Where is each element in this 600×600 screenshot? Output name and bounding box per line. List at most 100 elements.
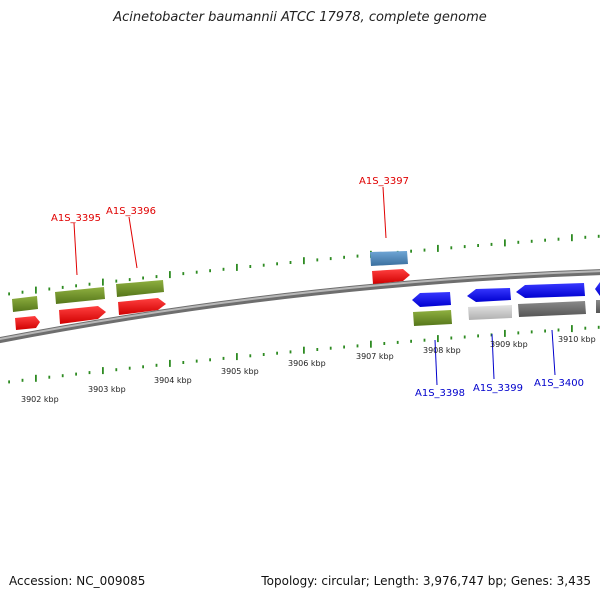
major-tick [35, 374, 37, 382]
minor-tick [329, 346, 332, 350]
minor-tick [544, 238, 546, 242]
major-tick [504, 239, 506, 247]
minor-tick [343, 255, 345, 259]
leader-A1S_3396 [128, 216, 138, 269]
gene-label-A1S_3395[interactable]: A1S_3395 [51, 213, 101, 224]
gene-A1S_3401-darkgray[interactable] [596, 300, 600, 313]
gene-A1S_3394-red[interactable] [15, 316, 40, 330]
gene-A1S_3400-darkgray[interactable] [518, 301, 586, 317]
minor-tick [142, 365, 144, 369]
kbp-label-3910: 3910 kbp [558, 335, 596, 344]
gene-A1S_3395-green[interactable] [55, 287, 105, 304]
major-tick [303, 257, 305, 265]
minor-tick [262, 263, 265, 267]
gene-A1S_3398-blue[interactable] [412, 292, 451, 307]
minor-tick [262, 353, 265, 356]
minor-tick [48, 375, 51, 379]
minor-tick [557, 237, 560, 241]
minor-tick [209, 269, 211, 273]
gene-label-A1S_3399[interactable]: A1S_3399 [473, 383, 523, 394]
minor-tick [155, 275, 158, 279]
minor-tick [48, 287, 51, 291]
gene-A1S_3399-lightgray[interactable] [468, 305, 512, 320]
genome-backbone-highlight [0, 270, 600, 341]
gene-label-A1S_3400[interactable]: A1S_3400 [534, 378, 584, 389]
minor-tick [584, 235, 587, 239]
minor-tick [410, 249, 412, 253]
minor-tick [343, 345, 345, 349]
kbp-label-3904: 3904 kbp [154, 376, 192, 385]
leader-A1S_3399 [491, 333, 495, 380]
kbp-label-3903: 3903 kbp [88, 385, 126, 394]
minor-tick [21, 290, 24, 294]
major-tick [102, 278, 104, 286]
kbp-label-3909: 3909 kbp [490, 340, 528, 349]
gene-A1S_3395-red[interactable] [59, 306, 106, 324]
gene-A1S_3396-red[interactable] [118, 298, 166, 315]
gene-label-A1S_3398[interactable]: A1S_3398 [415, 388, 465, 399]
minor-tick [356, 254, 359, 258]
minor-tick [128, 278, 131, 282]
minor-tick [276, 351, 278, 355]
minor-tick [356, 344, 359, 348]
minor-tick [423, 248, 426, 252]
minor-tick [584, 326, 587, 330]
gene-A1S_3397-steelblue[interactable] [370, 251, 408, 266]
major-tick [169, 359, 171, 367]
minor-tick [530, 239, 533, 243]
kbp-label-3902: 3902 kbp [21, 395, 59, 404]
minor-tick [597, 234, 600, 238]
minor-tick [316, 258, 319, 262]
minor-tick [8, 292, 10, 296]
minor-tick [249, 265, 252, 268]
major-tick [504, 329, 506, 337]
minor-tick [209, 358, 211, 362]
forward-tick-row [8, 234, 600, 296]
minor-tick [450, 336, 453, 340]
major-tick [571, 234, 573, 242]
gene-A1S_3394-green[interactable] [12, 296, 38, 312]
minor-tick [182, 361, 185, 364]
minor-tick [142, 276, 144, 280]
kbp-label-3907: 3907 kbp [356, 352, 394, 361]
topology-text: Topology: circular; Length: 3,976,747 bp… [261, 574, 591, 588]
minor-tick [249, 354, 252, 358]
gene-A1S_3401-blue[interactable] [595, 282, 600, 296]
minor-tick [396, 340, 399, 344]
minor-tick [597, 325, 600, 329]
minor-tick [222, 356, 225, 360]
minor-tick [195, 359, 198, 363]
gene-A1S_3397-red[interactable] [372, 269, 410, 284]
minor-tick [463, 245, 466, 249]
minor-tick [115, 279, 118, 283]
minor-tick [410, 339, 412, 343]
minor-tick [463, 335, 466, 339]
minor-tick [450, 246, 453, 250]
major-tick [571, 325, 573, 333]
minor-tick [544, 329, 546, 333]
kbp-label-3908: 3908 kbp [423, 346, 461, 355]
minor-tick [517, 240, 520, 244]
minor-tick [195, 270, 198, 274]
minor-tick [75, 372, 77, 376]
gene-label-A1S_3397[interactable]: A1S_3397 [359, 176, 409, 187]
leader-A1S_3397 [382, 186, 387, 239]
major-tick [236, 353, 238, 361]
minor-tick [383, 342, 386, 345]
minor-tick [8, 380, 10, 384]
major-tick [236, 263, 238, 271]
minor-tick [329, 257, 332, 261]
minor-tick [530, 330, 533, 334]
major-tick [437, 244, 439, 252]
minor-tick [423, 338, 426, 342]
reverse-tick-row [8, 325, 600, 384]
major-tick [437, 335, 439, 343]
minor-tick [517, 331, 520, 335]
gene-A1S_3398-green[interactable] [413, 310, 452, 326]
gene-A1S_3400-blue[interactable] [516, 283, 585, 298]
gene-label-A1S_3396[interactable]: A1S_3396 [106, 206, 156, 217]
minor-tick [289, 261, 292, 264]
minor-tick [490, 333, 493, 337]
gene-A1S_3399-blue[interactable] [467, 288, 511, 302]
gene-A1S_3396-green[interactable] [116, 280, 164, 297]
